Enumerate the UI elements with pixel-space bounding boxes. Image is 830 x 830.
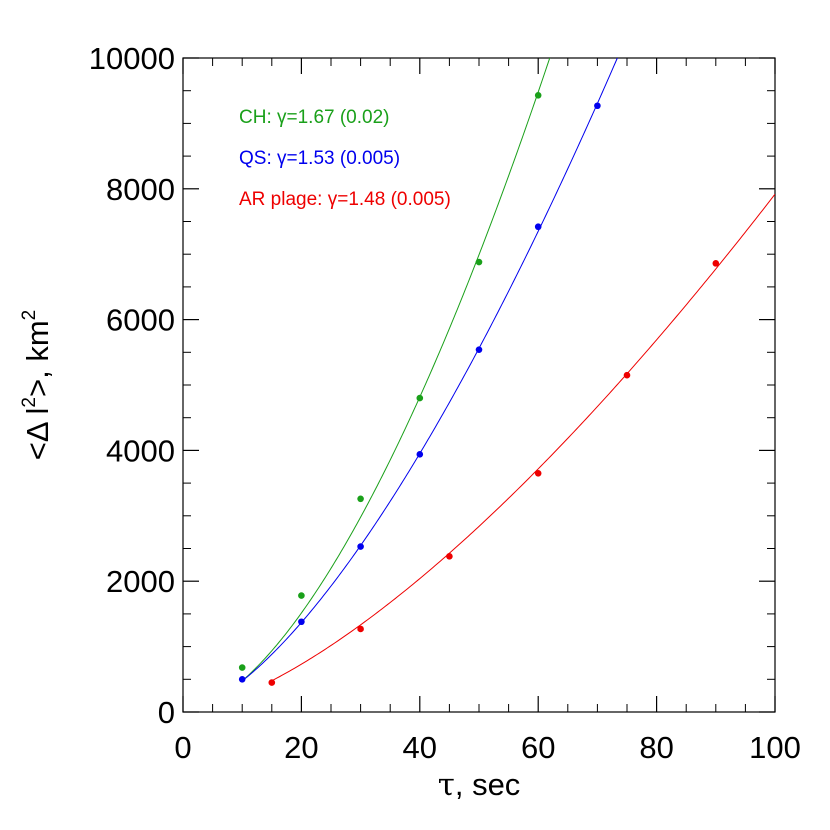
x-tick-label: 40 — [403, 730, 437, 765]
legend-entry: QS: γ=1.53 (0.005) — [239, 148, 400, 169]
x-tick-label: 60 — [521, 730, 555, 765]
data-point — [416, 394, 424, 402]
x-axis-symbol: τ — [438, 767, 455, 803]
series-fit-line — [271, 193, 775, 682]
series-ar-plage — [268, 193, 775, 686]
minor-ticks — [183, 58, 775, 712]
y-tick-labels: 0 2000 4000 6000 8000 10000 — [89, 41, 175, 730]
data-point — [298, 618, 305, 626]
x-tick-label: 80 — [639, 730, 673, 765]
data-point — [357, 543, 364, 550]
series-qs — [238, 58, 618, 683]
y-tick-label: 4000 — [106, 433, 175, 468]
legend: CH: γ=1.67 (0.02) QS: γ=1.53 (0.005) AR pl… — [239, 107, 451, 210]
y-tick-label: 0 — [158, 695, 175, 730]
data-point — [623, 371, 631, 379]
data-point — [238, 664, 246, 671]
data-point — [357, 625, 364, 633]
series-fit-line — [241, 58, 551, 682]
y-tick-label: 8000 — [106, 172, 175, 207]
legend-entry: AR plage: γ=1.48 (0.005) — [239, 189, 451, 210]
series-ch — [238, 58, 551, 682]
y-axis-exp1: 2 — [19, 397, 40, 408]
data-point — [357, 495, 364, 503]
y-axis-exp2: 2 — [19, 310, 40, 321]
data-point — [475, 346, 483, 353]
y-tick-label: 10000 — [89, 41, 175, 76]
x-axis-unit: , sec — [455, 767, 520, 802]
x-tick-label: 0 — [174, 730, 191, 765]
data-point — [712, 260, 720, 267]
y-axis-title: <Δ l2>, km2 — [19, 310, 55, 460]
y-tick-label: 2000 — [106, 564, 175, 599]
data-point — [534, 223, 542, 231]
data-point — [534, 469, 542, 477]
data-point — [238, 676, 246, 683]
data-point — [475, 258, 483, 266]
series-fit-line — [241, 58, 618, 682]
y-axis-open: <Δ l — [20, 408, 55, 461]
data-point — [446, 553, 453, 560]
data-point — [268, 679, 276, 686]
x-axis-title: τ, sec — [438, 767, 521, 803]
y-axis-mid: >, km — [20, 320, 55, 397]
data-point — [416, 451, 424, 458]
data-point — [594, 102, 601, 110]
legend-entry: CH: γ=1.67 (0.02) — [239, 107, 390, 128]
y-tick-label: 6000 — [106, 303, 175, 338]
x-tick-labels: 0 20 40 60 80 100 — [174, 730, 800, 765]
major-ticks — [182, 57, 776, 713]
data-point — [298, 592, 305, 599]
series-layer — [238, 58, 775, 686]
x-tick-label: 20 — [284, 730, 318, 765]
x-tick-label: 100 — [749, 730, 801, 765]
data-point — [534, 91, 542, 99]
